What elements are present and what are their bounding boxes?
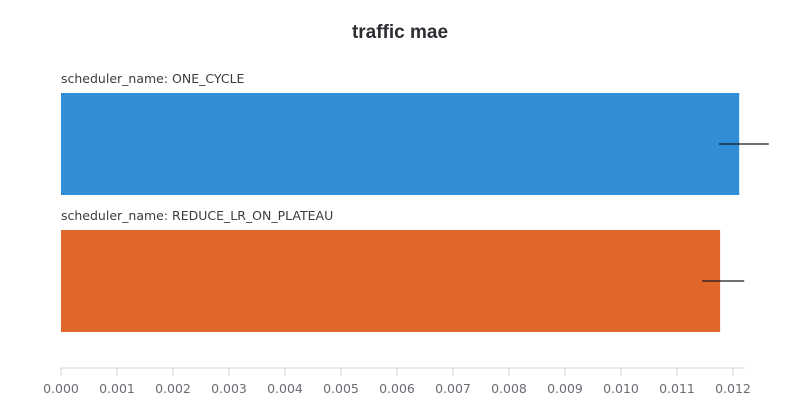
- x-axis: 0.000 0.001 0.002 0.003 0.004 0.005 0.006 0.007…: [43, 367, 751, 396]
- x-tick-label: 0.012: [715, 381, 751, 396]
- x-tick-label: 0.007: [435, 381, 471, 396]
- x-tick-label: 0.000: [43, 381, 79, 396]
- x-tick-label: 0.003: [211, 381, 247, 396]
- bar[interactable]: [61, 230, 721, 332]
- category-label: scheduler_name: REDUCE_LR_ON_PLATEAU: [61, 208, 333, 223]
- x-tick-label: 0.010: [603, 381, 639, 396]
- x-tick-label: 0.011: [659, 381, 695, 396]
- bar[interactable]: [61, 93, 740, 195]
- bars-group: scheduler_name: ONE_CYCLE scheduler_name:…: [61, 71, 769, 332]
- x-tick-label: 0.009: [547, 381, 583, 396]
- x-tick-label: 0.008: [491, 381, 527, 396]
- category-label: scheduler_name: ONE_CYCLE: [61, 71, 245, 86]
- chart-title: traffic mae: [351, 22, 449, 43]
- x-tick-label: 0.005: [323, 381, 359, 396]
- x-tick-label: 0.006: [379, 381, 415, 396]
- x-tick-label: 0.004: [267, 381, 303, 396]
- x-tick-label: 0.002: [155, 381, 191, 396]
- x-tick-label: 0.001: [99, 381, 135, 396]
